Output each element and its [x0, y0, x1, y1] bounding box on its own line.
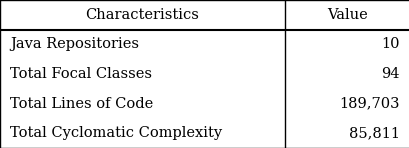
- Text: 10: 10: [380, 37, 399, 51]
- Text: Total Focal Classes: Total Focal Classes: [10, 67, 152, 81]
- Text: Characteristics: Characteristics: [85, 8, 199, 22]
- Text: 189,703: 189,703: [338, 97, 399, 111]
- Text: 85,811: 85,811: [348, 126, 399, 140]
- Text: Total Cyclomatic Complexity: Total Cyclomatic Complexity: [10, 126, 222, 140]
- Text: 94: 94: [380, 67, 399, 81]
- Text: Java Repositories: Java Repositories: [10, 37, 139, 51]
- Text: Value: Value: [326, 8, 367, 22]
- Text: Total Lines of Code: Total Lines of Code: [10, 97, 153, 111]
